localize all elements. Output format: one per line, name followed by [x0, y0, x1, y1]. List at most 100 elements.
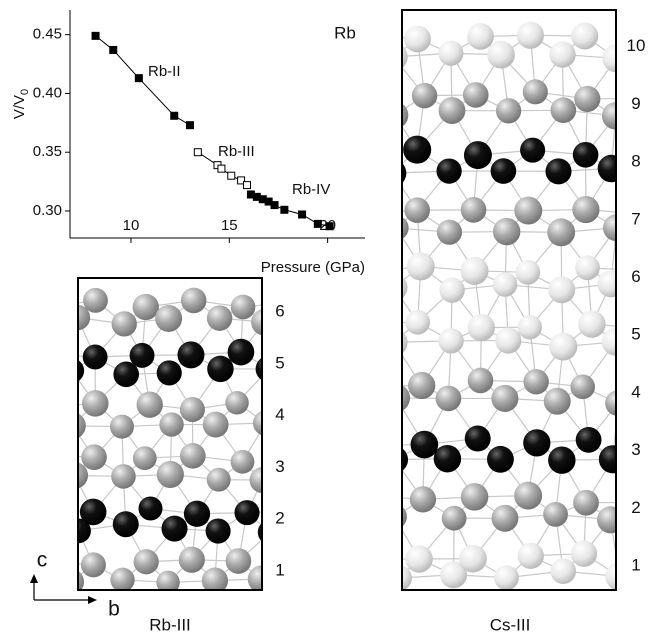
atom	[79, 498, 107, 526]
atom	[83, 287, 108, 313]
bond	[264, 322, 268, 369]
bond	[54, 406, 72, 425]
series-label: Rb-II	[148, 63, 181, 80]
bond	[264, 321, 309, 322]
atom	[230, 449, 255, 474]
structure-label: Rb-III	[149, 615, 191, 634]
atom	[516, 21, 544, 49]
bond	[368, 445, 394, 459]
atom	[440, 561, 468, 589]
bond	[288, 462, 295, 511]
bond	[368, 173, 392, 214]
bond	[638, 270, 657, 286]
bond	[295, 422, 314, 463]
atom	[178, 546, 205, 573]
bond	[293, 321, 309, 356]
bond	[364, 98, 395, 115]
atom	[78, 304, 91, 331]
atom	[602, 214, 616, 242]
atom	[109, 414, 134, 439]
bond	[646, 116, 657, 153]
atom	[255, 357, 262, 381]
atom	[405, 309, 431, 335]
bond	[270, 532, 293, 561]
bond	[645, 561, 657, 571]
atom	[132, 446, 157, 471]
atom	[351, 311, 375, 335]
atom	[463, 141, 492, 170]
atom	[438, 40, 464, 66]
frame	[77, 277, 263, 591]
atom	[299, 467, 324, 492]
atom	[225, 548, 252, 574]
bond	[369, 228, 396, 272]
atom	[652, 504, 657, 530]
bond	[612, 457, 616, 460]
marker	[313, 219, 322, 228]
bond	[288, 479, 312, 511]
atom	[352, 139, 377, 164]
bond	[616, 58, 657, 59]
atom	[490, 158, 517, 184]
atom	[523, 429, 551, 457]
bond	[264, 322, 293, 356]
atom	[550, 97, 577, 124]
atom	[402, 565, 412, 590]
atom	[78, 413, 86, 439]
layer-number: 7	[631, 209, 640, 228]
bond	[55, 475, 75, 508]
atom	[281, 344, 305, 368]
series-label: Rb-III	[218, 143, 255, 160]
atom	[354, 373, 380, 399]
bond	[293, 561, 314, 577]
atom	[575, 426, 602, 453]
bond	[78, 530, 79, 533]
atom	[522, 79, 548, 105]
atom	[110, 567, 135, 590]
atom	[460, 197, 487, 223]
atom	[402, 331, 408, 354]
y-tick-label: 0.30	[33, 202, 62, 219]
y-tick-label: 0.35	[33, 143, 62, 160]
atom	[179, 396, 205, 423]
atom	[438, 97, 466, 124]
atom	[403, 135, 432, 164]
atom	[78, 360, 85, 382]
atom	[487, 445, 514, 473]
atom	[570, 374, 596, 400]
bond	[615, 227, 616, 229]
atom	[602, 44, 616, 73]
atom	[514, 481, 543, 510]
atom	[514, 196, 543, 225]
atom	[301, 564, 327, 590]
atom	[439, 277, 465, 303]
atom	[402, 385, 411, 411]
bond	[647, 443, 657, 457]
x-tick-label: 15	[221, 217, 238, 234]
atom	[653, 444, 657, 470]
bond	[291, 405, 315, 422]
layer-number: 10	[627, 36, 646, 55]
atom	[460, 483, 489, 511]
atom	[354, 200, 382, 228]
atom	[402, 506, 407, 527]
atom	[402, 103, 409, 127]
bond	[369, 35, 394, 57]
atom	[438, 328, 464, 354]
bond	[615, 341, 616, 344]
atom	[605, 390, 616, 416]
marker	[217, 164, 226, 173]
marker	[185, 121, 194, 130]
bond	[646, 153, 657, 171]
layer-number: 6	[275, 301, 284, 320]
atom	[402, 216, 409, 239]
atom	[206, 305, 233, 331]
atom	[133, 549, 159, 575]
atom	[409, 486, 437, 513]
bond	[45, 455, 74, 476]
layer-number: 3	[631, 440, 640, 459]
atom	[495, 327, 522, 354]
atom	[570, 540, 598, 567]
bond	[45, 562, 71, 582]
atom	[652, 158, 657, 185]
